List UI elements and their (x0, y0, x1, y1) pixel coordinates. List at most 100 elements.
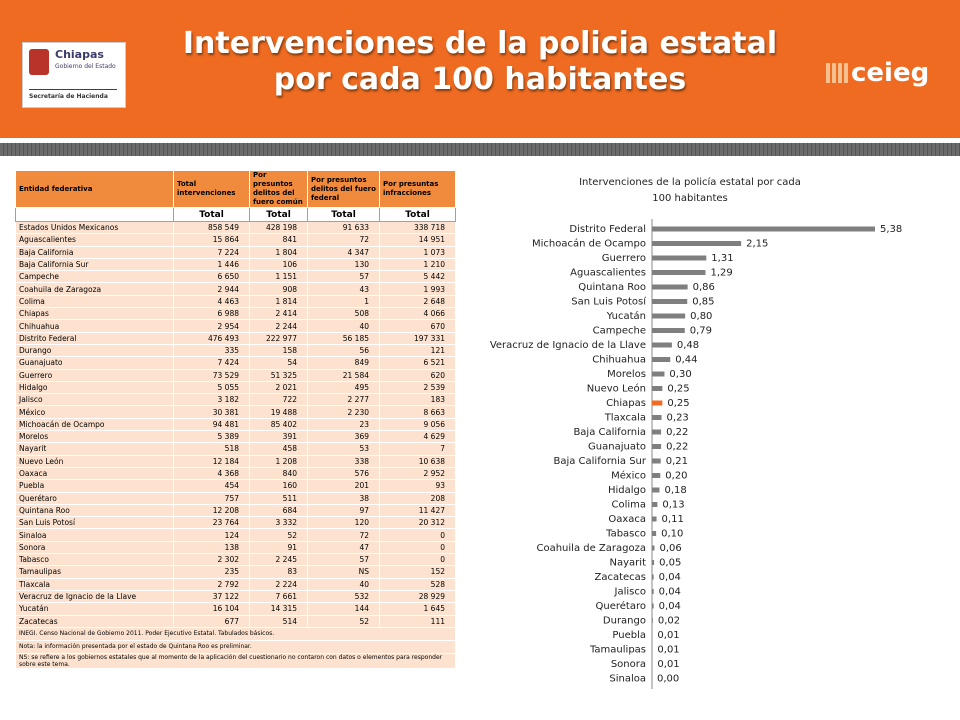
table-cell: 2 224 (249, 577, 308, 591)
table-cell: 2 021 (249, 380, 308, 395)
table-cell: 14 315 (249, 602, 308, 616)
bar (652, 299, 688, 304)
table-cell: 1 (307, 294, 380, 309)
table-cell: Nayarit (15, 442, 174, 456)
table-cell: 458 (249, 442, 308, 456)
table-cell: 83 (249, 565, 308, 579)
table-cell: 97 (307, 503, 380, 518)
logo-subtitle: Gobierno del Estado (55, 63, 116, 70)
table-cell: 56 185 (307, 331, 380, 345)
category-label: Campeche (593, 326, 646, 337)
table-cell: 6 650 (173, 270, 250, 284)
category-label: Puebla (612, 630, 646, 641)
table-row: San Luis Potosí 23 764 3 332 120 20 312 (15, 516, 456, 530)
subheader-cell: Total (307, 207, 380, 222)
table-row: Aguascalientes 15 864 841 72 14 951 (15, 233, 456, 247)
table-row: Colima 4 463 1 814 1 2 648 (15, 294, 456, 309)
bar (652, 618, 653, 623)
table-row: Sonora 138 91 47 0 (15, 540, 456, 555)
value-label: 0,85 (692, 297, 714, 308)
bar (652, 589, 654, 594)
table-row: Baja California 7 224 1 804 4 347 1 073 (15, 245, 456, 259)
table-cell: 1 073 (379, 245, 456, 259)
table-cell: Aguascalientes (15, 233, 174, 247)
table-cell: 12 208 (173, 503, 250, 518)
title-line: 100 habitantes (652, 193, 728, 204)
table-row: Tlaxcala 2 792 2 224 40 528 (15, 577, 456, 591)
category-label: Chihuahua (592, 355, 646, 366)
category-label: Baja California (573, 427, 646, 438)
table-cell: 73 529 (173, 368, 250, 382)
header-band: Chiapas Gobierno del Estado Secretaría d… (0, 0, 960, 138)
table-cell: 56 (307, 343, 380, 358)
bar (652, 342, 672, 348)
note: Nota: la información presentada por el e… (15, 639, 456, 654)
table-cell: 840 (249, 466, 308, 481)
table-cell: Querétaro (15, 491, 174, 505)
header-cell: Por presuntos delitos del fuero común (249, 170, 308, 208)
table-cell: 85 402 (249, 417, 308, 432)
table-cell: Nuevo León (15, 454, 174, 468)
table-cell: 0 (379, 528, 456, 542)
value-label: 0,25 (667, 398, 689, 409)
table-cell: 2 952 (379, 466, 456, 481)
chart: Intervenciones de la policía estatal por… (490, 176, 902, 689)
table-cell: 6 988 (173, 307, 250, 321)
value-label: 5,38 (880, 224, 902, 235)
table-cell: Distrito Federal (15, 331, 174, 345)
table-cell: Tlaxcala (15, 577, 174, 591)
table-cell: 518 (173, 442, 250, 456)
table-cell: Estados Unidos Mexicanos (15, 220, 174, 235)
table-cell: 2 954 (173, 319, 250, 333)
table-cell: Michoacán de Ocampo (15, 417, 174, 432)
table-row: Tabasco 2 302 2 245 57 0 (15, 553, 456, 567)
brand: ceieg (826, 58, 929, 88)
table-cell: Chiapas (15, 307, 174, 321)
table-cell: 858 549 (173, 220, 250, 235)
bar (652, 415, 662, 420)
category-label: Durango (603, 616, 646, 627)
table-cell: 40 (307, 577, 380, 591)
table-cell: 5 389 (173, 430, 250, 444)
bar (652, 574, 654, 580)
table-cell: 23 764 (173, 516, 250, 530)
bar (652, 473, 661, 478)
logo-department: Secretaría de Hacienda (29, 89, 117, 100)
value-label: 0,11 (662, 514, 684, 525)
bar (652, 531, 657, 536)
category-label: Jalisco (614, 587, 646, 598)
table-cell: 3 182 (173, 393, 250, 407)
bar (652, 328, 685, 333)
subheader-cell: Total (173, 207, 250, 222)
table-cell: 8 663 (379, 405, 456, 419)
category-label: Hidalgo (608, 485, 646, 496)
category-label: Sonora (611, 659, 646, 670)
divider (0, 143, 960, 156)
table-cell: 152 (379, 565, 456, 579)
value-label: 0,86 (693, 282, 715, 293)
value-label: 0,22 (666, 442, 688, 453)
category-label: Yucatán (606, 310, 646, 322)
value-label: 0,00 (657, 674, 679, 685)
table-cell: 4 368 (173, 466, 250, 481)
title-line: Intervenciones de la policía estatal por… (579, 176, 801, 188)
table-row: Guanajuato 7 424 54 849 6 521 (15, 356, 456, 370)
value-label: 0,13 (662, 500, 684, 511)
table-cell: 6 521 (379, 356, 456, 370)
table-cell: 4 066 (379, 307, 456, 321)
table-cell: 1 814 (249, 294, 308, 309)
crest (29, 49, 49, 75)
table-cell: 53 (307, 442, 380, 456)
table-cell: 9 056 (379, 417, 456, 432)
category-label: Baja California Sur (553, 456, 646, 467)
table-cell: 1 208 (249, 454, 308, 468)
value-label: 0,01 (657, 645, 679, 656)
header-row: Entidad federativa Total intervenciones Po… (15, 170, 456, 208)
category-label: Oaxaca (608, 514, 646, 525)
chart-title-1: Intervenciones de la policía estatal por… (579, 176, 801, 204)
table-row: Tamaulipas 235 83 NS 152 (15, 565, 456, 579)
table-cell: 1 993 (379, 282, 456, 296)
table-cell: San Luis Potosí (15, 516, 174, 530)
table-cell: 338 (307, 454, 380, 468)
slide-title: Intervenciones de la policia estatal por… (182, 26, 778, 97)
